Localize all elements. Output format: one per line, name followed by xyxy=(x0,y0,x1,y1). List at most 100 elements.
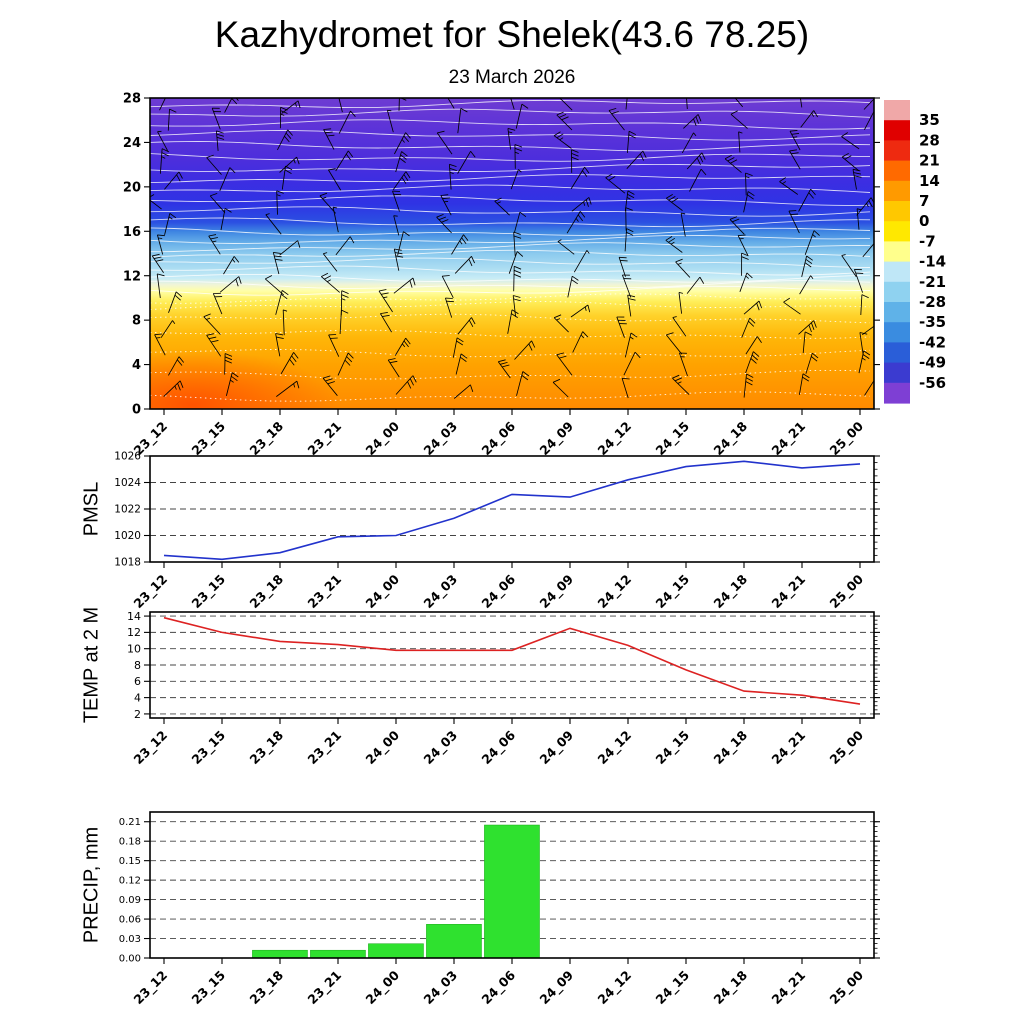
temp-panel: 2 4 6 8 10 12 14 23_12 23_15 23_18 23_21 24_00 24_03… xyxy=(127,610,880,768)
x-tick-label: 25_00 xyxy=(826,418,867,459)
x-tick-label: 24_21 xyxy=(768,572,808,612)
colorbar-segment xyxy=(884,140,910,162)
colorbar-segment xyxy=(884,201,910,222)
x-tick-label: 24_00 xyxy=(362,967,403,1008)
x-tick-label: 23_18 xyxy=(246,572,286,612)
y-tick-label: 1024 xyxy=(114,477,141,489)
x-tick-label: 23_21 xyxy=(304,728,344,768)
cross-section-panel: 23_12 23_15 23_18 23_21 24_00 24_03 24_06 24_09… xyxy=(123,92,880,459)
precip-bar xyxy=(426,924,482,959)
y-tick-label: 0.18 xyxy=(119,837,141,848)
x-tick-label: 24_15 xyxy=(652,572,692,612)
x-tick-label: 24_06 xyxy=(478,727,519,768)
x-tick-label: 24_06 xyxy=(478,418,519,459)
x-tick-label: 23_12 xyxy=(130,572,170,612)
temp-panel-line xyxy=(163,616,861,705)
y-tick-label: 14 xyxy=(127,610,141,623)
page-title: Kazhydromet for Shelek(43.6 78.25) xyxy=(214,14,810,55)
x-tick-label: 23_12 xyxy=(130,968,170,1008)
x-tick-label: 24_09 xyxy=(536,419,576,459)
colorbar-segment xyxy=(884,100,910,121)
y-tick-label: 1020 xyxy=(114,530,141,542)
colorbar-tick-label: 21 xyxy=(919,152,940,170)
y-tick-label: 2 xyxy=(134,708,141,721)
x-tick-label: 23_12 xyxy=(130,728,170,768)
x-tick-label: 24_21 xyxy=(768,968,808,1008)
y-tick-label: 12 xyxy=(127,626,141,639)
x-tick-label: 24_12 xyxy=(594,968,634,1008)
wind-barbs xyxy=(150,98,874,399)
x-tick-label: 24_09 xyxy=(536,968,576,1008)
colorbar-segment xyxy=(884,160,910,182)
colorbar-tick-label: 28 xyxy=(919,131,940,149)
x-tick-label: 25_00 xyxy=(826,571,867,612)
x-tick-label: 24_06 xyxy=(478,571,519,612)
x-tick-label: 23_15 xyxy=(188,572,228,612)
y-tick-label: 0.09 xyxy=(119,895,141,906)
x-tick-label: 24_12 xyxy=(594,572,634,612)
pmsl-panel: 1018 1020 1022 1024 1026 23_12 23_15 23_18 23_21… xyxy=(114,451,880,612)
x-tick-label: 24_12 xyxy=(594,419,634,459)
x-tick-label: 24_09 xyxy=(536,728,576,768)
x-tick-label: 24_15 xyxy=(652,419,692,459)
x-tick-label: 24_18 xyxy=(710,419,750,459)
colorbar-segment xyxy=(884,382,910,404)
x-tick-label: 24_18 xyxy=(710,968,750,1008)
colorbar-segment xyxy=(884,261,910,283)
x-tick-label: 23_18 xyxy=(246,419,286,459)
colorbar-segment xyxy=(884,120,910,141)
x-tick-label: 23_21 xyxy=(304,572,344,612)
y-tick-label: 4 xyxy=(134,691,141,704)
y-tick-label: 24 xyxy=(123,136,141,151)
colorbar-segment xyxy=(884,281,910,303)
x-tick-label: 25_00 xyxy=(826,967,867,1008)
y-tick-label: 16 xyxy=(123,225,141,240)
x-tick-label: 24_15 xyxy=(652,728,692,768)
colorbar-tick-label: -56 xyxy=(919,374,946,392)
colorbar-tick-label: 7 xyxy=(919,192,929,210)
y-tick-label: 20 xyxy=(123,180,141,195)
x-tick-label: 24_21 xyxy=(768,419,808,459)
x-tick-label: 25_00 xyxy=(826,727,867,768)
y-tick-label: 28 xyxy=(123,92,141,107)
colorbar-tick-label: 0 xyxy=(919,212,929,230)
y-tick-label: 0.03 xyxy=(119,934,141,945)
y-tick-label: 12 xyxy=(123,269,141,284)
y-tick-label: 1026 xyxy=(114,451,141,463)
colorbar-tick-label: 14 xyxy=(919,172,940,190)
colorbar-tick-label: -35 xyxy=(919,313,946,331)
x-tick-label: 23_18 xyxy=(246,728,286,768)
x-tick-label: 24_03 xyxy=(420,419,460,459)
pmsl-panel-line xyxy=(163,460,861,561)
colorbar-tick-label: 35 xyxy=(919,111,940,129)
y-tick-label: 0.00 xyxy=(119,954,141,965)
x-tick-label: 24_00 xyxy=(362,571,403,612)
precip-bar xyxy=(252,949,308,959)
y-tick-label: 6 xyxy=(134,675,141,688)
colorbar-segment xyxy=(884,322,910,343)
colorbar-segment xyxy=(884,241,910,263)
y-tick-label: 0.12 xyxy=(119,876,141,887)
x-tick-label: 24_12 xyxy=(594,728,634,768)
x-tick-label: 23_15 xyxy=(188,728,228,768)
x-tick-label: 23_21 xyxy=(304,968,344,1008)
y-tick-label: 8 xyxy=(134,659,141,672)
y-tick-label: 0.15 xyxy=(119,856,141,867)
precip-panel: 0.00 0.03 0.06 0.09 0.12 0.15 0.18 0.21 23_12 23_… xyxy=(119,811,880,1008)
y-tick-label: 0.21 xyxy=(119,817,141,828)
colorbar-segment xyxy=(884,221,910,242)
x-tick-label: 23_18 xyxy=(246,968,286,1008)
x-tick-label: 24_15 xyxy=(652,968,692,1008)
colorbar-tick-label: -14 xyxy=(919,253,946,271)
y-tick-label: 0.06 xyxy=(119,915,141,926)
colorbar-tick-label: -28 xyxy=(919,293,946,311)
precip-bar xyxy=(368,943,424,959)
x-tick-label: 24_00 xyxy=(362,418,403,459)
x-tick-label: 24_03 xyxy=(420,968,460,1008)
y-tick-label: 10 xyxy=(127,643,141,656)
colorbar-segment xyxy=(884,362,910,384)
colorbar: 35 28 21 14 7 0 -7 -14 -21 -28 -35 -42 -49 -56 xyxy=(884,100,946,404)
colorbar-tick-label: -21 xyxy=(919,273,946,291)
x-tick-label: 23_15 xyxy=(188,419,228,459)
